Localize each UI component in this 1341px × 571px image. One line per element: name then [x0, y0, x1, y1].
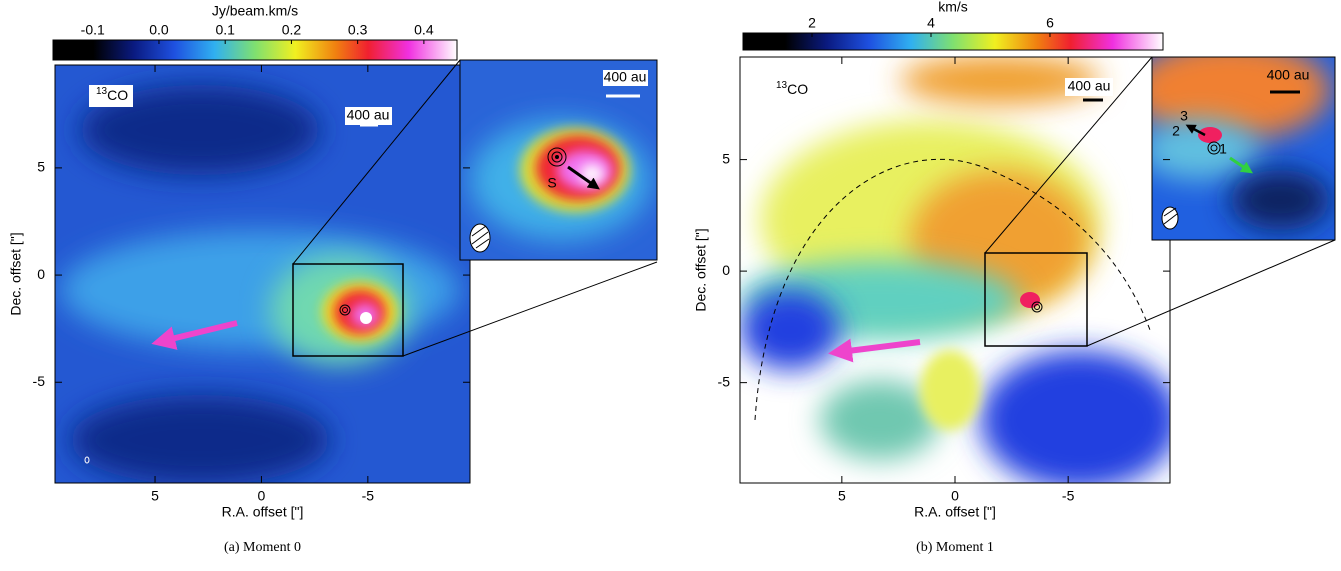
colorbar-tick-label: 6 — [1046, 15, 1054, 31]
colorbar-tick-label: 0.1 — [215, 22, 235, 38]
y-axis-label: Dec. offset ["] — [8, 232, 24, 315]
x-tick-label: 0 — [258, 488, 266, 504]
colorbar-label: km/s — [938, 0, 968, 15]
scale-bar-label: 400 au — [1068, 78, 1111, 94]
colorbar-tick-label: 0.3 — [348, 22, 368, 38]
x-axis-label: R.A. offset ["] — [914, 504, 996, 520]
y-tick-label: 0 — [722, 262, 730, 278]
direction-marker: 1 — [1219, 141, 1227, 157]
x-tick-label: -5 — [1062, 488, 1075, 504]
colorbar-tick-label: 0.0 — [149, 22, 169, 38]
scale-bar-label: 400 au — [347, 107, 390, 123]
zoom-line — [402, 261, 658, 357]
y-tick-label: -5 — [33, 373, 46, 389]
colorbar-tick-label: 0.2 — [282, 22, 302, 38]
isotope: 13 — [96, 86, 108, 97]
maps — [54, 56, 1336, 484]
zoom-box — [984, 252, 1088, 347]
colorbar-tick-label: 0.4 — [414, 22, 434, 38]
colorbar-tick-label: -0.1 — [81, 22, 105, 38]
moment0-inset — [460, 60, 657, 260]
source-label: S — [547, 175, 556, 191]
molecule: CO — [787, 81, 808, 97]
molecule: CO — [107, 87, 128, 103]
inset-scale-bar-label: 400 au — [1267, 67, 1310, 83]
inset-scale-bar-label: 400 au — [604, 69, 647, 85]
zoom-line — [984, 56, 1153, 254]
x-tick-label: 5 — [151, 488, 159, 504]
zoom-line — [292, 59, 461, 265]
y-tick-label: 5 — [722, 150, 730, 166]
molecule-label: 13CO — [776, 80, 808, 97]
x-tick-label: -5 — [362, 488, 375, 504]
moment0-map — [55, 65, 470, 483]
zoom-box — [292, 263, 404, 357]
caption: (a) Moment 0 — [224, 540, 301, 555]
colorbar — [742, 32, 1164, 51]
colorbar-tick-label: 2 — [808, 15, 816, 31]
y-tick-label: -5 — [718, 373, 731, 389]
caption: (b) Moment 1 — [916, 540, 994, 555]
colorbar-label: Jy/beam.km/s — [212, 3, 298, 19]
isotope: 13 — [776, 80, 788, 91]
frame — [54, 64, 471, 484]
y-tick-label: 5 — [37, 159, 45, 175]
direction-marker: 3 — [1180, 108, 1188, 124]
y-tick-label: 0 — [37, 266, 45, 282]
moment1-map — [740, 57, 1170, 483]
x-tick-label: 0 — [951, 488, 959, 504]
x-tick-label: 5 — [838, 488, 846, 504]
molecule-label: 13CO — [96, 86, 128, 103]
moment1-inset — [1152, 57, 1335, 240]
x-axis-label: R.A. offset ["] — [222, 504, 304, 520]
colorbar — [52, 39, 458, 61]
zoom-line — [1086, 239, 1336, 347]
colorbar-tick-label: 4 — [927, 15, 935, 31]
y-axis-label: Dec. offset ["] — [693, 228, 709, 311]
direction-marker: 2 — [1172, 123, 1180, 139]
